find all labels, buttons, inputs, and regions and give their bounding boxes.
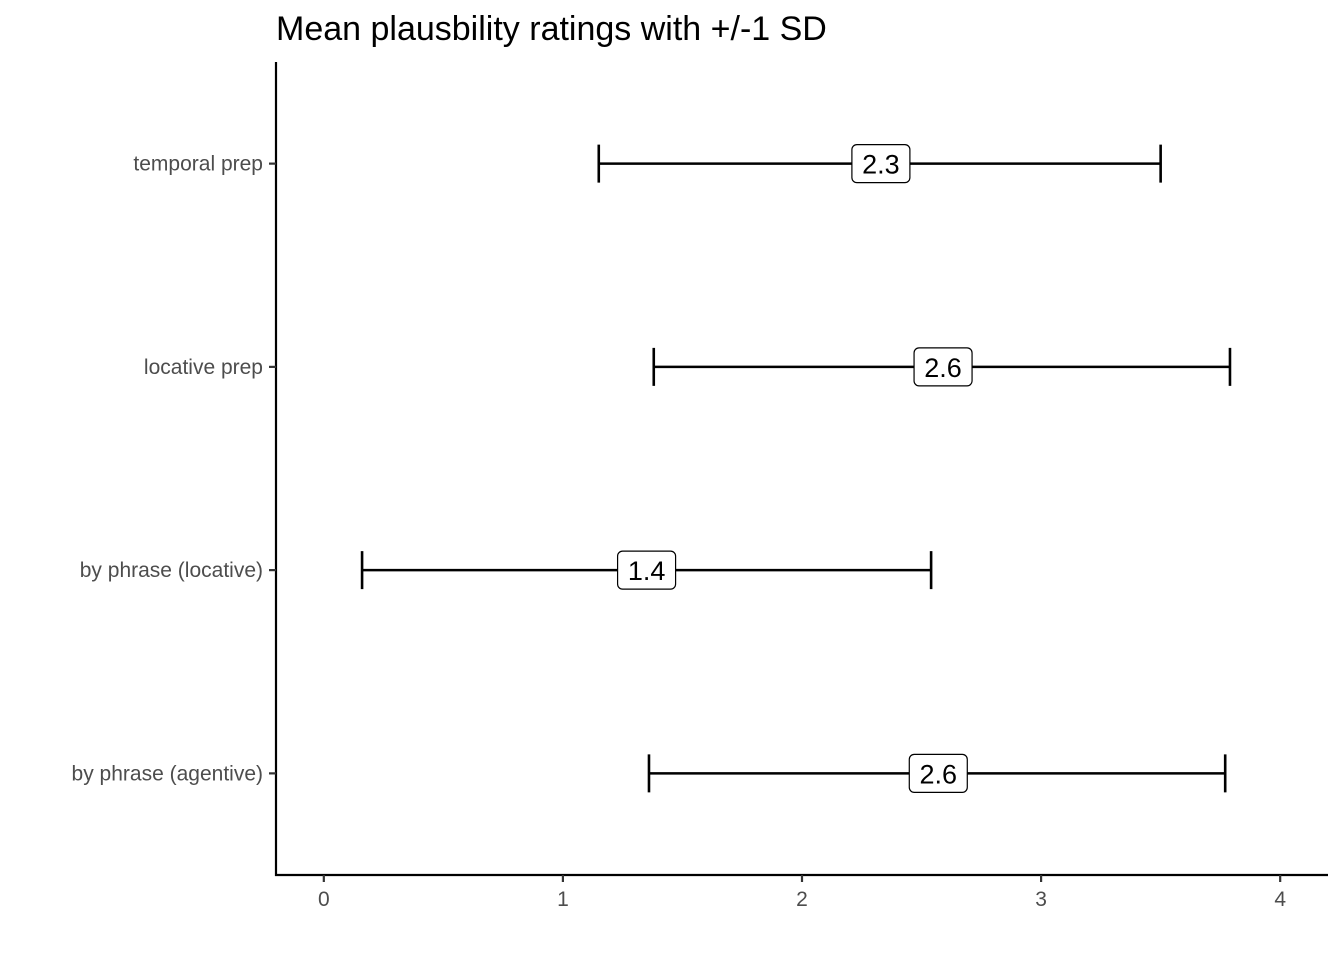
- y-tick-label: locative prep: [144, 356, 263, 379]
- x-tick-label: 3: [1035, 888, 1047, 911]
- data-label: 2.6: [924, 353, 962, 383]
- data-label: 2.6: [920, 759, 958, 789]
- plot-area: 0 1 2 3 4 temporal prep locative prep by phrase…: [72, 62, 1328, 911]
- data-label: 1.4: [628, 556, 666, 586]
- data-label-box: [913, 347, 973, 387]
- data-label: 2.3: [862, 150, 900, 180]
- y-tick-label: temporal prep: [133, 153, 263, 176]
- y-tick-label: by phrase (locative): [80, 559, 263, 582]
- data-label-box: [908, 753, 968, 793]
- x-tick-label: 4: [1274, 888, 1286, 911]
- data-label-box: [851, 144, 911, 184]
- x-tick-label: 2: [796, 888, 808, 911]
- data-label-box: [616, 550, 677, 590]
- chart-title: Mean plausbility ratings with +/-1 SD: [276, 10, 827, 48]
- x-tick-label: 0: [318, 888, 330, 911]
- y-tick-label: by phrase (agentive): [72, 762, 263, 785]
- x-tick-label: 1: [557, 888, 569, 911]
